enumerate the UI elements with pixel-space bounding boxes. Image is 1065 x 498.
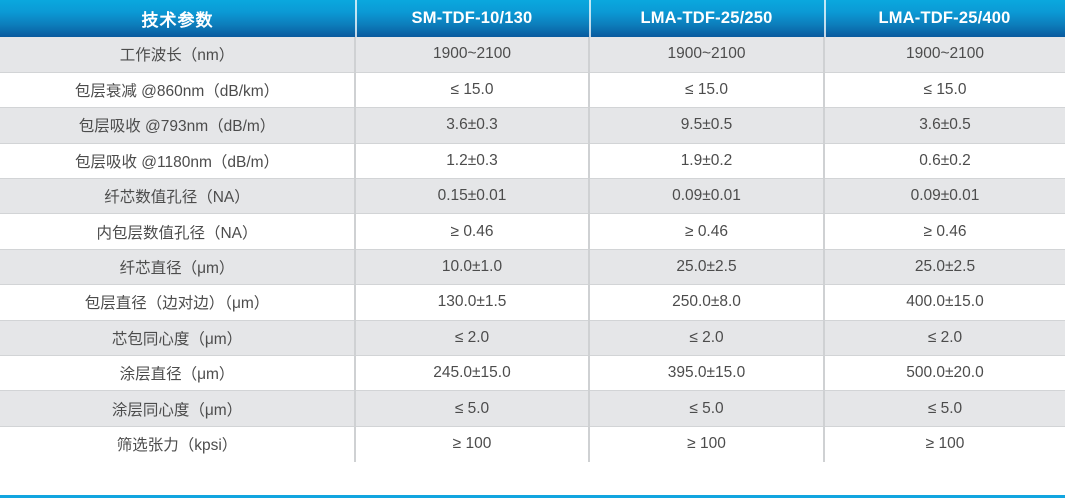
cell-parameter: 包层直径（边对边）（μm） bbox=[0, 284, 356, 321]
cell-parameter: 纤芯数值孔径（NA） bbox=[0, 178, 356, 215]
cell-parameter: 工作波长（nm） bbox=[0, 37, 356, 73]
specification-table: 技术参数 SM-TDF-10/130 LMA-TDF-25/250 LMA-TD… bbox=[0, 0, 1065, 462]
cell-sm-tdf-10-130: 3.6±0.3 bbox=[355, 107, 590, 144]
table-header-row: 技术参数 SM-TDF-10/130 LMA-TDF-25/250 LMA-TD… bbox=[0, 0, 1065, 37]
table-row: 筛选张力（kpsi） ≥ 100 ≥ 100 ≥ 100 bbox=[0, 426, 1065, 462]
table-row: 芯包同心度（μm） ≤ 2.0 ≤ 2.0 ≤ 2.0 bbox=[0, 320, 1065, 357]
cell-lma-tdf-25-250: 250.0±8.0 bbox=[589, 284, 825, 321]
table-row: 包层吸收 @793nm（dB/m） 3.6±0.3 9.5±0.5 3.6±0.5 bbox=[0, 107, 1065, 144]
table-body: 工作波长（nm） 1900~2100 1900~2100 1900~2100 包层衰减 … bbox=[0, 37, 1065, 462]
cell-sm-tdf-10-130: 10.0±1.0 bbox=[355, 249, 590, 286]
table-row: 包层直径（边对边）（μm） 130.0±1.5 250.0±8.0 400.0±15.… bbox=[0, 284, 1065, 321]
cell-lma-tdf-25-400: ≤ 5.0 bbox=[824, 390, 1065, 427]
cell-sm-tdf-10-130: ≥ 100 bbox=[355, 426, 590, 462]
cell-parameter: 包层吸收 @1180nm（dB/m） bbox=[0, 143, 356, 180]
cell-sm-tdf-10-130: 1.2±0.3 bbox=[355, 143, 590, 180]
table-row: 涂层同心度（μm） ≤ 5.0 ≤ 5.0 ≤ 5.0 bbox=[0, 390, 1065, 427]
cell-parameter: 包层衰减 @860nm（dB/km） bbox=[0, 72, 356, 109]
column-header-sm-tdf-10-130[interactable]: SM-TDF-10/130 bbox=[355, 0, 589, 37]
column-header-lma-tdf-25-400[interactable]: LMA-TDF-25/400 bbox=[824, 0, 1065, 37]
table-bottom-rule bbox=[0, 495, 1065, 498]
cell-lma-tdf-25-250: 395.0±15.0 bbox=[589, 355, 825, 392]
table-row: 纤芯数值孔径（NA） 0.15±0.01 0.09±0.01 0.09±0.01 bbox=[0, 178, 1065, 215]
cell-lma-tdf-25-400: 400.0±15.0 bbox=[824, 284, 1065, 321]
table-row: 纤芯直径（μm） 10.0±1.0 25.0±2.5 25.0±2.5 bbox=[0, 249, 1065, 286]
cell-parameter: 内包层数值孔径（NA） bbox=[0, 213, 356, 250]
cell-lma-tdf-25-250: 1.9±0.2 bbox=[589, 143, 825, 180]
table-row: 包层衰减 @860nm（dB/km） ≤ 15.0 ≤ 15.0 ≤ 15.0 bbox=[0, 72, 1065, 109]
cell-lma-tdf-25-400: 0.09±0.01 bbox=[824, 178, 1065, 215]
table-row: 工作波长（nm） 1900~2100 1900~2100 1900~2100 bbox=[0, 37, 1065, 73]
cell-lma-tdf-25-250: ≤ 15.0 bbox=[589, 72, 825, 109]
cell-sm-tdf-10-130: 245.0±15.0 bbox=[355, 355, 590, 392]
cell-lma-tdf-25-400: ≥ 100 bbox=[824, 426, 1065, 462]
cell-lma-tdf-25-250: ≥ 0.46 bbox=[589, 213, 825, 250]
table-row: 涂层直径（μm） 245.0±15.0 395.0±15.0 500.0±20.0 bbox=[0, 355, 1065, 392]
table-header: 技术参数 SM-TDF-10/130 LMA-TDF-25/250 LMA-TD… bbox=[0, 0, 1065, 37]
cell-parameter: 纤芯直径（μm） bbox=[0, 249, 356, 286]
cell-parameter: 包层吸收 @793nm（dB/m） bbox=[0, 107, 356, 144]
cell-lma-tdf-25-400: ≤ 15.0 bbox=[824, 72, 1065, 109]
table-row: 包层吸收 @1180nm（dB/m） 1.2±0.3 1.9±0.2 0.6±0.2 bbox=[0, 143, 1065, 180]
cell-lma-tdf-25-400: 1900~2100 bbox=[824, 37, 1065, 73]
cell-lma-tdf-25-400: 25.0±2.5 bbox=[824, 249, 1065, 286]
cell-sm-tdf-10-130: 130.0±1.5 bbox=[355, 284, 590, 321]
cell-sm-tdf-10-130: 0.15±0.01 bbox=[355, 178, 590, 215]
cell-parameter: 涂层直径（μm） bbox=[0, 355, 356, 392]
cell-lma-tdf-25-250: 1900~2100 bbox=[589, 37, 825, 73]
table-row: 内包层数值孔径（NA） ≥ 0.46 ≥ 0.46 ≥ 0.46 bbox=[0, 213, 1065, 250]
cell-lma-tdf-25-400: 500.0±20.0 bbox=[824, 355, 1065, 392]
cell-sm-tdf-10-130: 1900~2100 bbox=[355, 37, 590, 73]
cell-lma-tdf-25-250: ≤ 2.0 bbox=[589, 320, 825, 357]
cell-sm-tdf-10-130: ≤ 2.0 bbox=[355, 320, 590, 357]
cell-lma-tdf-25-250: 0.09±0.01 bbox=[589, 178, 825, 215]
cell-lma-tdf-25-250: 25.0±2.5 bbox=[589, 249, 825, 286]
cell-lma-tdf-25-400: ≤ 2.0 bbox=[824, 320, 1065, 357]
cell-sm-tdf-10-130: ≤ 5.0 bbox=[355, 390, 590, 427]
cell-sm-tdf-10-130: ≤ 15.0 bbox=[355, 72, 590, 109]
cell-lma-tdf-25-250: 9.5±0.5 bbox=[589, 107, 825, 144]
cell-lma-tdf-25-400: 0.6±0.2 bbox=[824, 143, 1065, 180]
cell-lma-tdf-25-250: ≥ 100 bbox=[589, 426, 825, 462]
cell-lma-tdf-25-250: ≤ 5.0 bbox=[589, 390, 825, 427]
cell-parameter: 筛选张力（kpsi） bbox=[0, 426, 356, 462]
cell-lma-tdf-25-400: 3.6±0.5 bbox=[824, 107, 1065, 144]
cell-sm-tdf-10-130: ≥ 0.46 bbox=[355, 213, 590, 250]
column-header-parameter[interactable]: 技术参数 bbox=[0, 0, 355, 37]
cell-parameter: 涂层同心度（μm） bbox=[0, 390, 356, 427]
column-header-lma-tdf-25-250[interactable]: LMA-TDF-25/250 bbox=[589, 0, 824, 37]
cell-parameter: 芯包同心度（μm） bbox=[0, 320, 356, 357]
cell-lma-tdf-25-400: ≥ 0.46 bbox=[824, 213, 1065, 250]
